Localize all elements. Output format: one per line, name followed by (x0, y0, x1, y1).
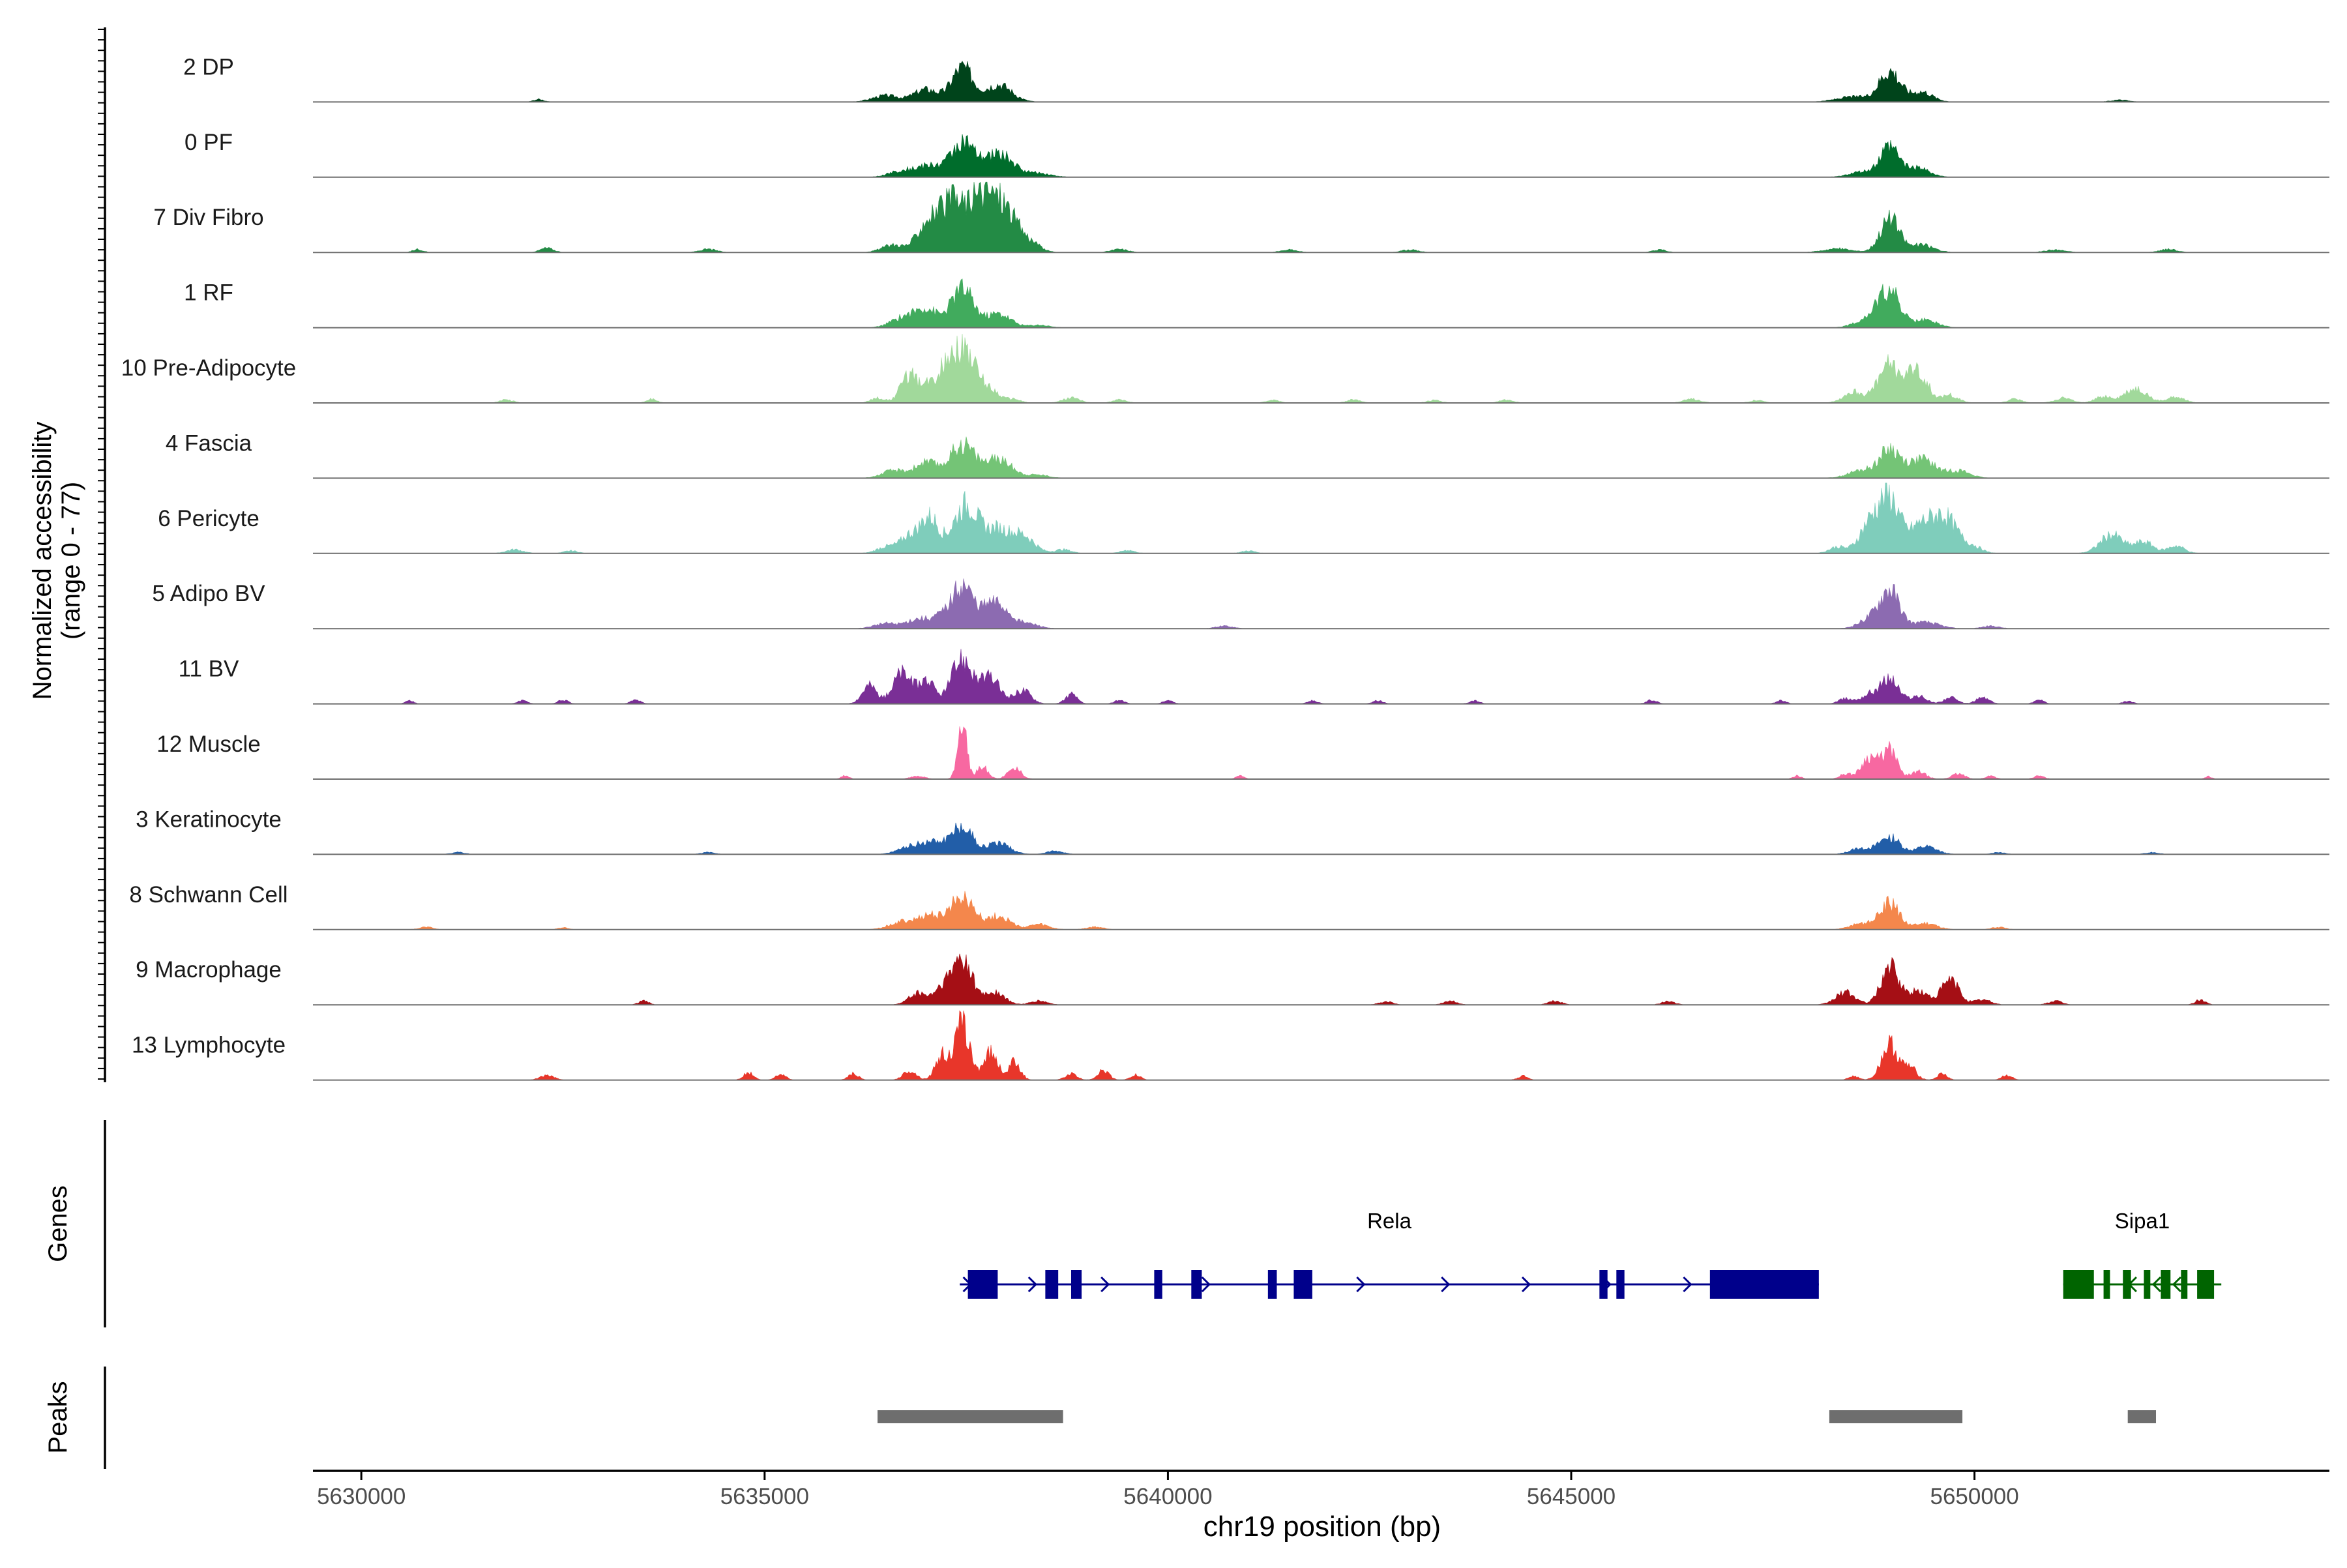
coverage-tracks: 2 DP 0 PF 7 Div Fibro 1 RF 10 Pre-Adipocyte 4… (121, 54, 2329, 1081)
strand-arrow (1441, 1276, 1451, 1293)
y-axis-label-line2: (range 0 - 77) (57, 482, 85, 640)
track-label: 5 Adipo BV (152, 581, 265, 606)
gene-exon (1267, 1270, 1277, 1299)
gene-exon (2181, 1270, 2188, 1299)
track-label: 6 Pericyte (158, 506, 259, 531)
track-label: 1 RF (184, 280, 233, 306)
y-axis-label-line1: Normalized accessibility (28, 422, 57, 700)
gene-exon (1154, 1270, 1162, 1299)
gene-exon (2063, 1270, 2094, 1299)
track-label: 2 DP (183, 54, 234, 80)
gene-exon (1045, 1270, 1059, 1299)
track-2-dp: 2 DP (183, 54, 2329, 103)
track-7-div-fibro: 7 Div Fibro (153, 181, 2329, 254)
track-11-bv: 11 BV (179, 649, 2329, 705)
track-label: 13 Lymphocyte (132, 1033, 286, 1058)
track-9-macrophage: 9 Macrophage (136, 953, 2329, 1006)
coverage-y-ticks (98, 29, 105, 1080)
gene-rela: Rela (960, 1209, 1819, 1299)
track-6-pericyte: 6 Pericyte (158, 482, 2329, 554)
x-tick-label: 5635000 (720, 1484, 809, 1509)
x-axis-label: chr19 position (bp) (1203, 1511, 1441, 1543)
x-axis-ticks: 5630000 5635000 5640000 5645000 5650000 (317, 1471, 2019, 1509)
gene-exon (2161, 1270, 2171, 1299)
strand-arrow (1356, 1276, 1366, 1293)
gene-annotations: Rela Sipa1 (960, 1209, 2222, 1299)
x-tick-label: 5650000 (1930, 1484, 2018, 1509)
track-5-adipo-bv: 5 Adipo BV (152, 578, 2329, 630)
track-label: 0 PF (185, 130, 233, 155)
track-13-lymphocyte: 13 Lymphocyte (132, 1010, 2329, 1081)
strand-arrow (2151, 1276, 2162, 1293)
track-10-pre-adipocyte: 10 Pre-Adipocyte (121, 334, 2329, 404)
gene-exon (2144, 1270, 2151, 1299)
track-label: 4 Fascia (166, 430, 252, 456)
peak-region-bar (878, 1410, 1063, 1423)
track-0-pf: 0 PF (185, 130, 2329, 178)
track-3-keratinocyte: 3 Keratinocyte (136, 806, 2329, 855)
strand-arrow (1683, 1276, 1692, 1293)
gene-exon (1616, 1270, 1625, 1299)
x-tick-label: 5640000 (1123, 1484, 1212, 1509)
track-label: 3 Keratinocyte (136, 806, 282, 832)
gene-exon (2197, 1270, 2215, 1299)
peak-region-bar (2127, 1410, 2157, 1423)
peak-regions (878, 1410, 2157, 1423)
gene-exon (1191, 1270, 1202, 1299)
gene-name-label: Sipa1 (2115, 1209, 2170, 1233)
gene-exon (2103, 1270, 2110, 1299)
track-label: 8 Schwann Cell (129, 882, 288, 908)
track-label: 11 BV (179, 657, 239, 682)
strand-arrow (1521, 1276, 1531, 1293)
track-1-rf: 1 RF (184, 278, 2329, 329)
gene-exon (967, 1270, 998, 1299)
gene-exon (1293, 1270, 1312, 1299)
gene-name-label: Rela (1367, 1209, 1412, 1233)
track-4-fascia: 4 Fascia (166, 430, 2329, 479)
strand-arrow (1027, 1276, 1037, 1293)
strand-arrow (2172, 1276, 2181, 1293)
track-label: 12 Muscle (156, 732, 261, 757)
track-8-schwann-cell: 8 Schwann Cell (129, 882, 2329, 930)
strand-arrow (1201, 1276, 1211, 1293)
x-tick-label: 5645000 (1527, 1484, 1616, 1509)
gene-exon (1070, 1270, 1082, 1299)
track-label: 7 Div Fibro (153, 205, 263, 230)
gene-exon (1599, 1270, 1608, 1299)
strand-arrow (1100, 1276, 1110, 1293)
peaks-track-label: Peaks (44, 1381, 72, 1453)
track-label: 10 Pre-Adipocyte (121, 355, 296, 381)
gene-exon (2123, 1270, 2131, 1299)
x-tick-label: 5630000 (317, 1484, 406, 1509)
genes-track-label: Genes (44, 1185, 72, 1262)
track-label: 9 Macrophage (136, 957, 282, 983)
track-12-muscle: 12 Muscle (156, 726, 2329, 780)
gene-sipa1: Sipa1 (2063, 1209, 2222, 1299)
gene-exon (1709, 1270, 1819, 1299)
peak-region-bar (1829, 1410, 1963, 1423)
